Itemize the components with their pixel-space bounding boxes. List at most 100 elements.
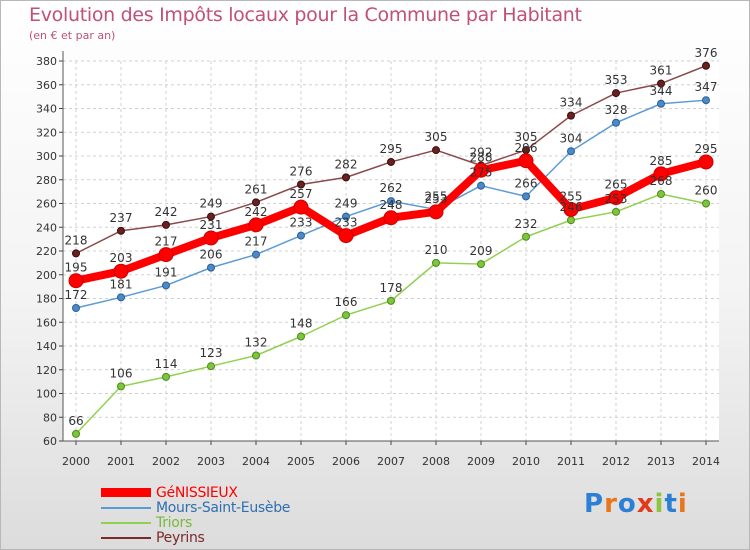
y-tick-label: 360 <box>36 79 57 92</box>
data-label-triors: 232 <box>515 217 538 231</box>
y-tick-label: 140 <box>36 340 57 353</box>
data-label-peyrins: 282 <box>335 157 358 171</box>
data-point-mours-saint-eusebe <box>522 192 530 201</box>
data-label-triors: 166 <box>335 295 358 309</box>
data-label-triors: 114 <box>155 357 178 371</box>
data-label-peyrins: 376 <box>695 46 718 60</box>
data-label-mours-saint-eusebe: 181 <box>110 277 133 291</box>
data-point-triors <box>477 260 485 269</box>
x-tick-label: 2009 <box>467 455 495 468</box>
data-point-genissieux <box>293 199 309 215</box>
data-label-genissieux: 296 <box>515 141 538 155</box>
data-point-triors <box>162 372 170 381</box>
data-label-mours-saint-eusebe: 262 <box>380 181 403 195</box>
legend-swatch-triors <box>101 522 151 524</box>
x-tick-label: 2008 <box>422 455 450 468</box>
y-tick-label: 100 <box>36 388 57 401</box>
data-label-mours-saint-eusebe: 304 <box>560 131 583 145</box>
logo-letter: i <box>677 489 688 519</box>
data-point-peyrins <box>162 220 170 229</box>
data-label-mours-saint-eusebe: 328 <box>605 103 628 117</box>
y-tick-label: 60 <box>43 435 57 448</box>
logo-letter: o <box>617 489 637 519</box>
legend-swatch-mours-saint-eusebe <box>101 507 151 509</box>
data-point-mours-saint-eusebe <box>702 96 710 105</box>
data-label-genissieux: 288 <box>470 150 493 164</box>
data-point-peyrins <box>567 111 575 120</box>
data-label-peyrins: 334 <box>560 96 583 110</box>
data-point-triors <box>657 190 665 198</box>
data-point-mours-saint-eusebe <box>567 147 575 156</box>
y-tick-label: 300 <box>36 150 57 163</box>
data-label-peyrins: 249 <box>200 197 223 211</box>
y-tick-label: 120 <box>36 364 57 377</box>
data-label-genissieux: 255 <box>560 189 583 203</box>
data-point-triors <box>702 199 710 208</box>
data-label-genissieux: 248 <box>380 198 403 212</box>
data-point-genissieux <box>698 154 714 170</box>
y-tick-label: 280 <box>36 174 57 187</box>
chart-subtitle: (en € et par an) <box>29 29 116 42</box>
x-tick-label: 2011 <box>557 455 585 468</box>
data-label-peyrins: 295 <box>380 142 403 156</box>
data-label-genissieux: 203 <box>110 251 133 265</box>
data-label-mours-saint-eusebe: 233 <box>290 216 313 230</box>
data-point-mours-saint-eusebe <box>477 181 485 190</box>
chart-title: Evolution des Impôts locaux pour la Comm… <box>29 4 582 26</box>
y-tick-label: 80 <box>43 411 57 424</box>
legend-swatch-peyrins <box>101 537 151 539</box>
data-label-mours-saint-eusebe: 191 <box>155 265 178 279</box>
x-tick-label: 2010 <box>512 455 540 468</box>
data-label-genissieux: 253 <box>425 192 448 206</box>
data-point-peyrins <box>72 249 80 258</box>
y-tick-label: 260 <box>36 198 57 211</box>
x-tick-label: 2004 <box>242 455 270 468</box>
y-tick-label: 220 <box>36 245 57 258</box>
data-point-mours-saint-eusebe <box>72 304 80 312</box>
data-point-mours-saint-eusebe <box>612 118 620 127</box>
x-tick-label: 2000 <box>62 455 90 468</box>
data-point-peyrins <box>252 198 260 207</box>
y-tick-label: 240 <box>36 221 57 234</box>
data-label-mours-saint-eusebe: 217 <box>245 235 268 249</box>
data-point-peyrins <box>117 226 125 235</box>
data-point-triors <box>432 258 440 267</box>
data-label-triors: 66 <box>68 414 83 428</box>
data-point-peyrins <box>612 89 620 98</box>
data-label-triors: 209 <box>470 244 493 258</box>
data-point-peyrins <box>432 146 440 155</box>
x-tick-label: 2001 <box>107 455 135 468</box>
data-point-mours-saint-eusebe <box>162 281 170 290</box>
data-label-peyrins: 292 <box>470 146 493 160</box>
legend-label-peyrins: Peyrins <box>156 530 205 546</box>
data-point-genissieux <box>563 201 579 217</box>
x-tick-label: 2006 <box>332 455 360 468</box>
data-label-mours-saint-eusebe: 172 <box>65 288 88 302</box>
data-label-triors: 132 <box>245 336 268 350</box>
data-point-triors <box>342 311 350 320</box>
logo-letter: r <box>604 489 618 519</box>
data-label-triors: 123 <box>200 346 223 360</box>
data-label-genissieux: 257 <box>290 187 313 201</box>
data-label-genissieux: 242 <box>245 205 268 219</box>
data-point-mours-saint-eusebe <box>252 250 260 259</box>
data-point-mours-saint-eusebe <box>387 197 395 206</box>
x-tick-label: 2013 <box>647 455 675 468</box>
data-label-triors: 246 <box>560 200 583 214</box>
data-label-triors: 260 <box>695 184 718 198</box>
data-point-triors <box>522 232 530 241</box>
data-point-triors <box>252 351 260 360</box>
data-label-mours-saint-eusebe: 266 <box>515 176 538 190</box>
y-tick-label: 160 <box>36 316 57 329</box>
data-label-mours-saint-eusebe: 275 <box>470 166 493 180</box>
data-label-mours-saint-eusebe: 249 <box>335 197 358 211</box>
data-point-triors <box>72 429 80 438</box>
x-tick-label: 2002 <box>152 455 180 468</box>
data-point-peyrins <box>207 212 215 221</box>
x-tick-label: 2007 <box>377 455 405 468</box>
data-point-genissieux <box>248 217 264 233</box>
data-point-genissieux <box>518 153 534 169</box>
data-point-peyrins <box>657 79 665 88</box>
data-point-triors <box>612 207 620 216</box>
